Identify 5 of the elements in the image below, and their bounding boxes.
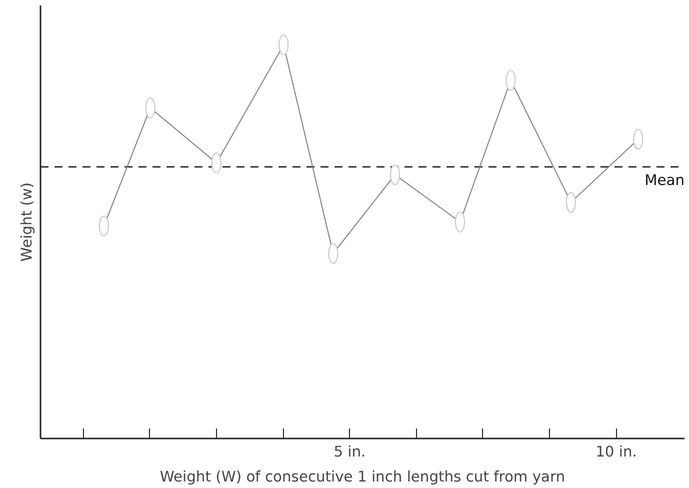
x-tick-label: 10 in. <box>596 444 637 460</box>
y-axis-title: Weight (w) <box>18 182 36 262</box>
x-axis-title: Weight (W) of consecutive 1 inch lengths cut from yarn <box>160 468 566 486</box>
x-tick-label: 5 in. <box>334 444 366 460</box>
ref-line-label: Mean <box>644 172 685 189</box>
